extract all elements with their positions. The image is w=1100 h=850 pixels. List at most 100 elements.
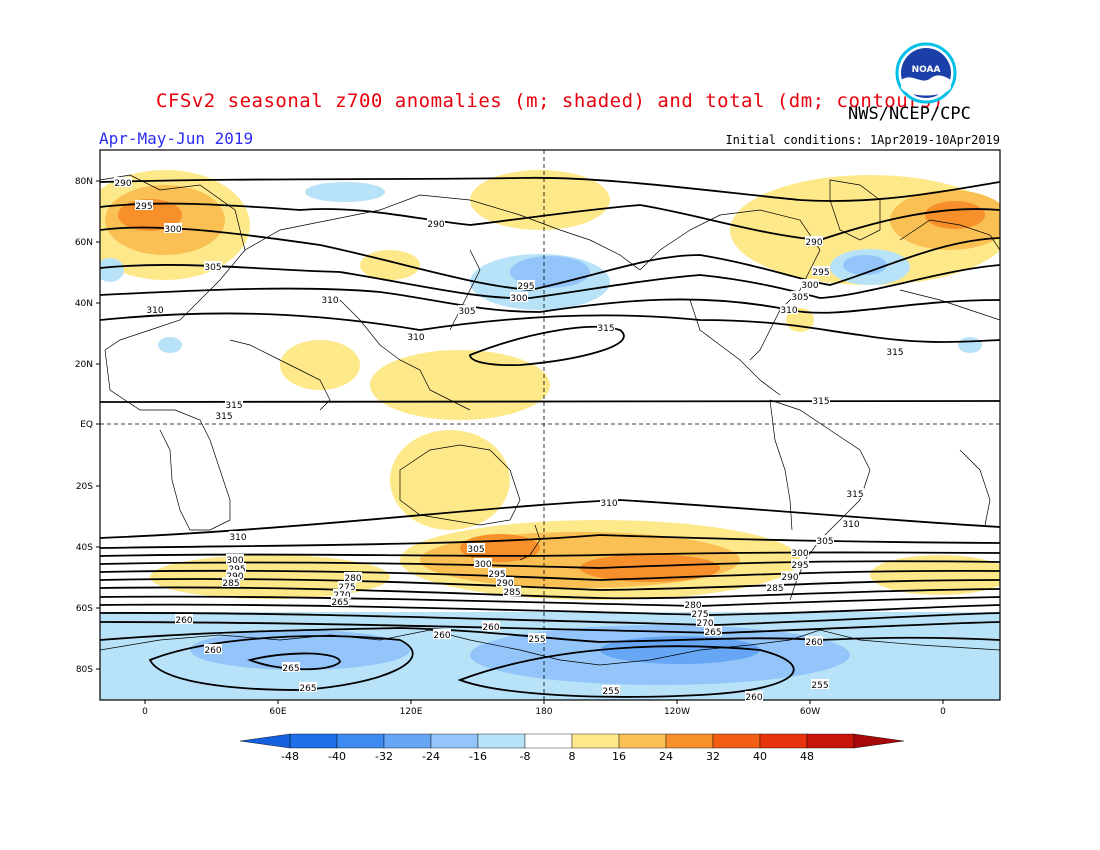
contour-label-text: 315 <box>846 490 863 500</box>
contour-label-text: 300 <box>801 281 818 291</box>
contour-label: 265 <box>282 662 300 674</box>
contour-label-text: 305 <box>816 537 833 547</box>
lon-tick-label: 0 <box>940 707 946 717</box>
contour-label-text: 315 <box>225 401 242 411</box>
contour-label-text: 260 <box>175 616 192 626</box>
contour-label: 310 <box>407 331 425 343</box>
colorbar: -48 -40 -32 -24 -16 -8 8 16 24 32 40 48 <box>239 733 905 763</box>
contour-label: 255 <box>811 679 829 691</box>
colorbar-segment <box>665 733 714 749</box>
contour-label-text: 310 <box>407 333 424 343</box>
contour-label: 305 <box>467 543 485 555</box>
lat-tick-label: 20S <box>76 482 93 492</box>
contour-label: 300 <box>791 547 809 559</box>
contour-label: 260 <box>482 621 500 633</box>
contour-label-text: 315 <box>597 324 614 334</box>
contour-label: 260 <box>805 636 823 648</box>
contour-label: 260 <box>745 691 763 703</box>
lon-tick-label: 120W <box>664 707 690 717</box>
contour-label: 260 <box>175 614 193 626</box>
contour-label: 305 <box>204 261 222 273</box>
colorbar-label: 32 <box>706 750 720 763</box>
contour-label-text: 315 <box>886 348 903 358</box>
colorbar-label: -32 <box>375 750 393 763</box>
contour-label-text: 305 <box>791 293 808 303</box>
contour-label-text: 270 <box>696 619 713 629</box>
contour-label-text: 310 <box>229 533 246 543</box>
contour-label-text: 300 <box>791 549 808 559</box>
lon-tick-label: 60E <box>269 707 286 717</box>
contour-label-text: 255 <box>528 635 545 645</box>
contour-label: 310 <box>842 518 860 530</box>
contour-label: 290 <box>496 577 514 589</box>
contour-label-text: 260 <box>204 646 221 656</box>
contour-label-text: 295 <box>517 282 534 292</box>
colorbar-label: 40 <box>753 750 767 763</box>
contour-label: 290 <box>805 236 823 248</box>
lat-tick-label: 80S <box>76 665 93 675</box>
colorbar-segment <box>524 733 573 749</box>
colorbar-segment <box>430 733 479 749</box>
lat-tick-label: 60N <box>75 238 93 248</box>
contour-label-text: 305 <box>204 263 221 273</box>
contour-label: 295 <box>488 568 506 580</box>
contour-label-text: 305 <box>467 545 484 555</box>
contour-label-text: 290 <box>781 573 798 583</box>
contour-label: 260 <box>433 629 451 641</box>
colorbar-segment <box>571 733 620 749</box>
contour-label: 275 <box>691 608 709 620</box>
contour-label: 255 <box>528 633 546 645</box>
coastlines <box>100 174 1000 666</box>
season-label: Apr-May-Jun 2019 <box>99 129 254 148</box>
anomaly-shading <box>100 170 1000 700</box>
lon-tick-label: 120E <box>400 707 423 717</box>
lat-tick-label: 80N <box>75 177 93 187</box>
contour-label-text: 300 <box>226 556 243 566</box>
lat-tick-label: 60S <box>76 604 93 614</box>
contour-label: 305 <box>458 305 476 317</box>
contour-label: 315 <box>846 488 864 500</box>
map-frame <box>99 149 1001 701</box>
colorbar-label: -8 <box>520 750 531 763</box>
colorbar-label: -16 <box>469 750 487 763</box>
contour-label: 310 <box>321 294 339 306</box>
contour-label-text: 275 <box>691 610 708 620</box>
contour-label: 305 <box>791 291 809 303</box>
contour-label: 310 <box>229 531 247 543</box>
contour-label: 285 <box>503 586 521 598</box>
contour-label: 290 <box>114 177 132 189</box>
contour-label: 290 <box>781 571 799 583</box>
contour-label-text: 305 <box>458 307 475 317</box>
contour-label: 265 <box>299 682 317 694</box>
contour-label: 310 <box>780 304 798 316</box>
contour-label: 300 <box>474 558 492 570</box>
contour-label-text: 310 <box>842 520 859 530</box>
contour-label-text: 295 <box>488 570 505 580</box>
lat-tick-label: 20N <box>75 360 93 370</box>
contour-label-text: 295 <box>791 561 808 571</box>
contour-label-text: 280 <box>344 574 361 584</box>
noaa-logo: NOAA <box>895 42 957 108</box>
colorbar-segment <box>712 733 761 749</box>
colorbar-label: 24 <box>659 750 673 763</box>
contour-label-text: 285 <box>766 584 783 594</box>
colorbar-segment <box>289 733 338 749</box>
contour-label-text: 290 <box>496 579 513 589</box>
contour-label: 270 <box>696 617 714 629</box>
colorbar-label: 48 <box>800 750 814 763</box>
chart-title: CFSv2 seasonal z700 anomalies (m; shaded… <box>156 90 944 112</box>
contour-label: 315 <box>812 395 830 407</box>
contour-label: 255 <box>602 685 620 697</box>
agency-label: NWS/NCEP/CPC <box>848 104 971 124</box>
contour-label: 310 <box>146 304 164 316</box>
contour-label-text: 255 <box>602 687 619 697</box>
colorbar-high-arrow <box>853 733 905 749</box>
colorbar-segment <box>477 733 526 749</box>
contour-label-text: 300 <box>164 225 181 235</box>
colorbar-low-arrow <box>239 733 291 749</box>
contour-label-text: 260 <box>805 638 822 648</box>
contour-label-text: 310 <box>780 306 797 316</box>
contour-label-text: 285 <box>503 588 520 598</box>
contour-label: 300 <box>801 279 819 291</box>
